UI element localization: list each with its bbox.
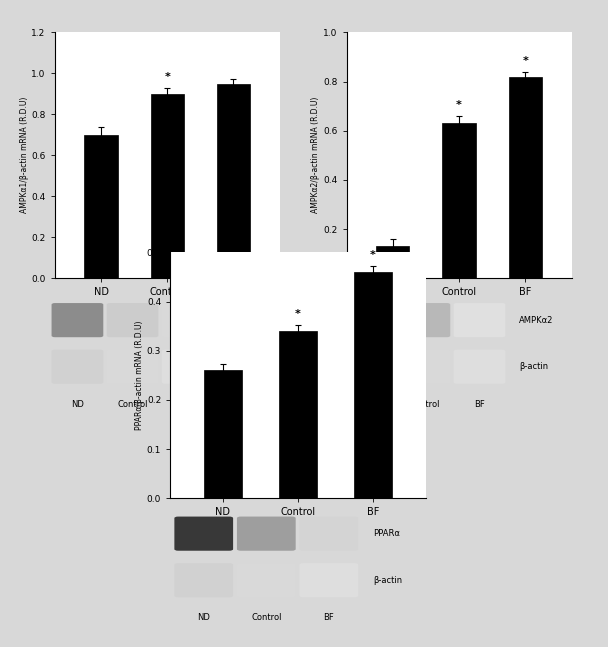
Text: BF: BF [323, 613, 334, 622]
FancyBboxPatch shape [162, 349, 213, 384]
FancyBboxPatch shape [237, 563, 295, 597]
Y-axis label: PPARα/β-actin mRNA (R.D.U): PPARα/β-actin mRNA (R.D.U) [135, 320, 144, 430]
Text: BF: BF [474, 400, 485, 409]
Text: PPARα: PPARα [373, 529, 401, 538]
Text: *: * [456, 100, 462, 110]
FancyBboxPatch shape [454, 303, 505, 337]
Text: *: * [164, 72, 170, 82]
Text: *: * [522, 56, 528, 65]
FancyBboxPatch shape [106, 349, 159, 384]
Text: BF: BF [182, 400, 193, 409]
Text: Control: Control [251, 613, 282, 622]
Y-axis label: AMPKα2/β-actin mRNA (R.D.U): AMPKα2/β-actin mRNA (R.D.U) [311, 97, 320, 214]
FancyBboxPatch shape [454, 349, 505, 384]
Text: ND: ND [71, 400, 84, 409]
Bar [443, 124, 475, 278]
Bar [151, 94, 184, 278]
FancyBboxPatch shape [300, 516, 358, 551]
Text: AMPKα1: AMPKα1 [227, 316, 261, 325]
Text: Control: Control [409, 400, 440, 409]
Text: *: * [370, 250, 376, 260]
FancyBboxPatch shape [398, 349, 451, 384]
FancyBboxPatch shape [174, 563, 233, 597]
Text: β-actin: β-actin [227, 362, 256, 371]
Y-axis label: AMPKα1/β-actin mRNA (R.D.U): AMPKα1/β-actin mRNA (R.D.U) [19, 97, 29, 214]
FancyBboxPatch shape [344, 303, 395, 337]
Text: AMPKα2: AMPKα2 [519, 316, 553, 325]
Bar [217, 83, 250, 278]
Text: *: * [295, 309, 301, 319]
Bar [279, 331, 317, 498]
Text: Control: Control [117, 400, 148, 409]
Bar [204, 370, 241, 498]
Text: ND: ND [198, 613, 210, 622]
FancyBboxPatch shape [52, 349, 103, 384]
FancyBboxPatch shape [344, 349, 395, 384]
FancyBboxPatch shape [52, 303, 103, 337]
Bar [354, 272, 392, 498]
Text: β-actin: β-actin [373, 576, 402, 585]
FancyBboxPatch shape [174, 516, 233, 551]
Bar [376, 247, 409, 278]
FancyBboxPatch shape [300, 563, 358, 597]
FancyBboxPatch shape [162, 303, 213, 337]
Bar [85, 135, 117, 278]
FancyBboxPatch shape [398, 303, 451, 337]
Bar [509, 76, 542, 278]
Text: β-actin: β-actin [519, 362, 548, 371]
Text: ND: ND [363, 400, 376, 409]
FancyBboxPatch shape [237, 516, 295, 551]
FancyBboxPatch shape [106, 303, 159, 337]
